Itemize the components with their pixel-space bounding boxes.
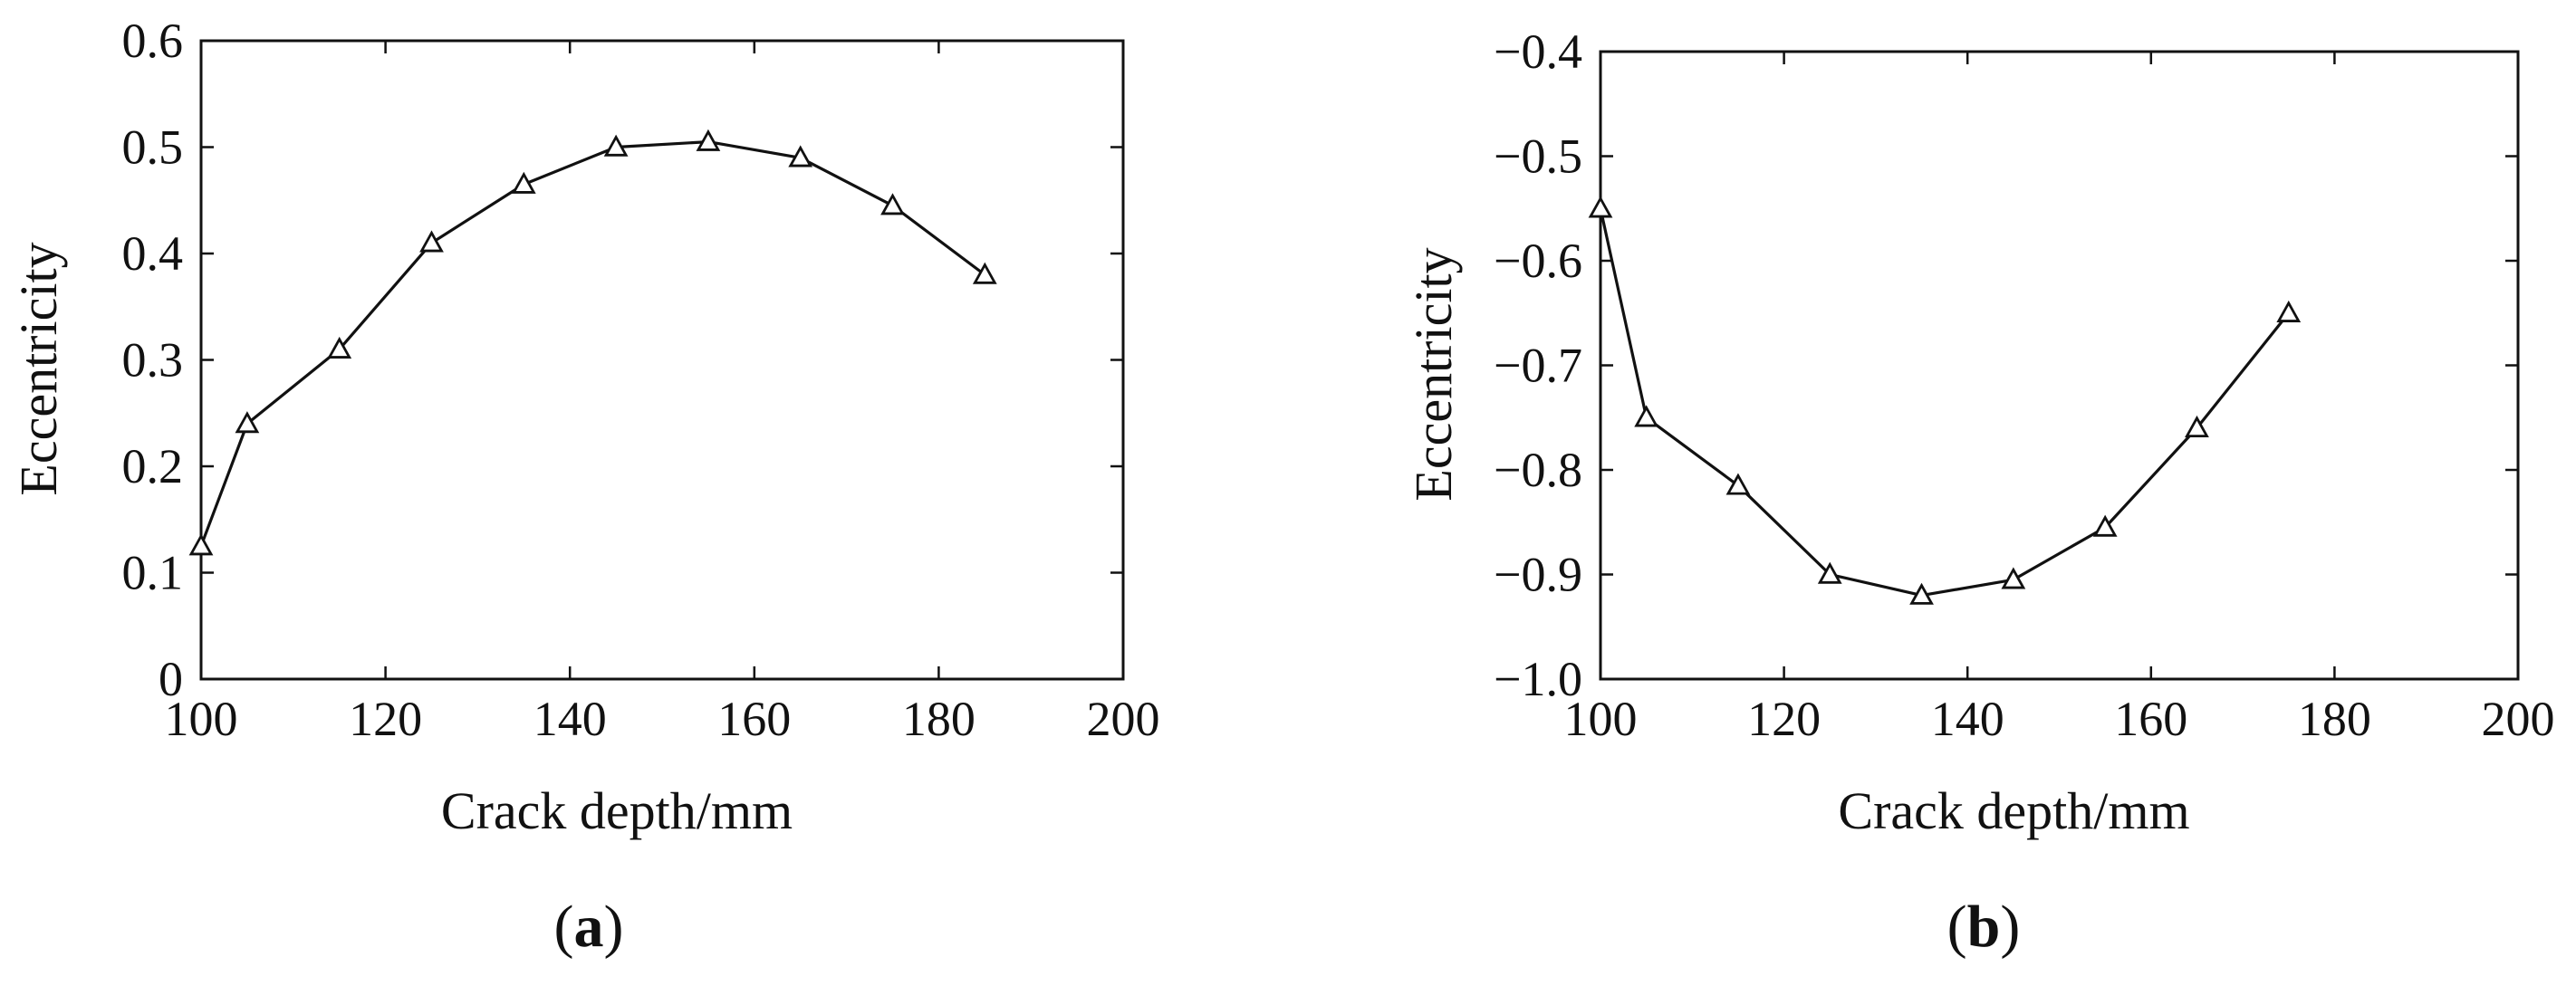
series-line (1599, 207, 2291, 598)
plot-frame (199, 39, 1125, 681)
y-tick-label: −0.7 (1494, 339, 1582, 393)
x-tick-label: 180 (2298, 692, 2371, 746)
data-point-marker (511, 171, 536, 194)
data-point-marker (1725, 473, 1751, 495)
series-line (199, 140, 986, 547)
data-point-marker (1909, 582, 1934, 605)
panel-label: (a) (554, 894, 624, 960)
chart-panel-b: 100 120 140 160 180 200 −1.0 −0.9 −0.8 −0.7 −0.6 −0… (1404, 24, 2555, 960)
data-point-marker (419, 230, 444, 253)
x-tick-label: 200 (1087, 692, 1160, 746)
data-point-marker (235, 411, 260, 434)
data-point-marker (1817, 561, 1842, 584)
y-tick-label: 0.3 (122, 333, 184, 388)
y-tick-label: 0.6 (122, 14, 184, 68)
data-point-marker (972, 262, 997, 284)
x-tick-label: 100 (165, 692, 238, 746)
data-point-marker (327, 336, 352, 359)
panel-label: (b) (1947, 894, 2021, 960)
x-tick-label: 160 (2114, 692, 2187, 746)
x-tick-label: 100 (1564, 692, 1638, 746)
plot-frame (1599, 50, 2520, 681)
x-tick-label: 120 (349, 692, 422, 746)
data-point-marker (880, 193, 905, 215)
chart-panel-a: 100 120 140 160 180 200 0 0.1 0.2 0.3 0.4 0.5 0.6 Cra… (9, 14, 1160, 960)
y-axis-title: Eccentricity (9, 242, 68, 495)
data-point-marker (1634, 405, 1659, 427)
x-tick-label: 160 (717, 692, 791, 746)
y-tick-label: −0.6 (1494, 234, 1582, 288)
x-axis-title: Crack depth/mm (1838, 781, 2189, 840)
x-tick-label: 180 (902, 692, 976, 746)
y-axis-title: Eccentricity (1404, 247, 1463, 501)
x-tick-label: 140 (1931, 692, 2004, 746)
data-point-marker (2092, 514, 2118, 537)
data-point-marker (2276, 300, 2302, 322)
x-tick-label: 120 (1747, 692, 1821, 746)
panel-label-letter: a (574, 894, 604, 960)
y-tick-label: −0.5 (1494, 129, 1582, 184)
data-point-marker (188, 533, 214, 556)
y-tick-label: 0.5 (122, 120, 184, 175)
x-tick-label: 200 (2482, 692, 2555, 746)
x-axis-title: Crack depth/mm (441, 781, 793, 840)
y-tick-label: −0.9 (1494, 548, 1582, 602)
data-point-marker (696, 129, 721, 151)
y-tick-label: 0.2 (122, 439, 184, 493)
y-tick-label: −0.4 (1494, 24, 1582, 79)
data-point-marker (1588, 196, 1613, 218)
y-tick-label: −1.0 (1494, 652, 1582, 706)
data-point-marker (788, 145, 813, 168)
data-point-marker (2185, 415, 2209, 438)
panel-label-letter: b (1967, 894, 2001, 960)
y-tick-label: −0.8 (1494, 443, 1582, 497)
y-tick-label: 0.1 (122, 546, 184, 600)
data-point-marker (603, 134, 629, 157)
y-tick-label: 0.4 (122, 226, 184, 281)
x-tick-label: 140 (533, 692, 607, 746)
y-tick-label: 0 (159, 652, 183, 706)
data-point-marker (2001, 567, 2026, 589)
